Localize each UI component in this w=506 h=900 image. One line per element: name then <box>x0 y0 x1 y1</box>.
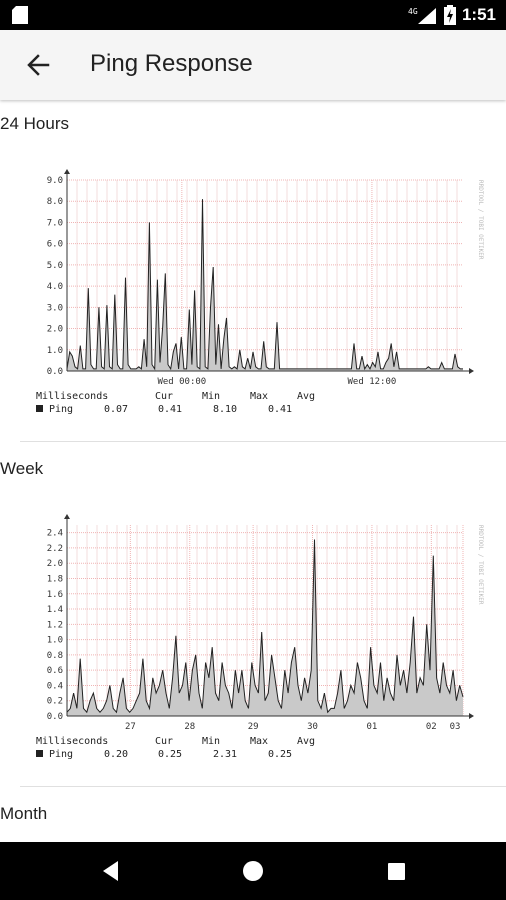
y-tick-label: 0.0 <box>47 712 63 722</box>
series-area <box>67 199 463 371</box>
x-tick-label: 03 <box>450 722 461 732</box>
x-tick-label: Wed 12:00 <box>348 377 397 387</box>
legend-series-name: Ping <box>49 749 73 760</box>
x-tick-label: 30 <box>307 722 318 732</box>
series-area <box>67 539 463 716</box>
watermark-label: RRDTOOL / TOBI OETIKER <box>477 180 484 260</box>
y-tick-label: 1.8 <box>47 574 63 584</box>
legend-value: 0.20 <box>104 749 128 760</box>
back-arrow-icon[interactable] <box>20 47 56 83</box>
legend-header: Avg <box>297 736 315 747</box>
network-type-label: 4G <box>408 7 418 16</box>
y-tick-label: 8.0 <box>47 197 63 207</box>
y-tick-label: 1.0 <box>47 346 63 356</box>
y-tick-label: 1.4 <box>47 605 63 615</box>
legend-header: Cur <box>155 736 173 747</box>
sim-card-icon <box>12 6 28 24</box>
x-axis-arrow <box>469 368 474 374</box>
chart-24-hours: 0.0 1.0 2.0 3.0 4.0 5.0 6.0 7.0 8.0 9.0 Wed 00:00 W… <box>36 169 484 415</box>
section-title-month: Month <box>0 804 48 823</box>
legend-header: Min <box>202 391 220 402</box>
x-tick-label: Wed 00:00 <box>157 377 206 387</box>
x-tick-label: 28 <box>184 722 195 732</box>
y-axis-arrow <box>64 169 70 174</box>
x-tick-label: 27 <box>125 722 136 732</box>
divider <box>20 441 506 442</box>
section-title-24h: 24 Hours <box>0 114 69 133</box>
x-tick-label: 02 <box>426 722 437 732</box>
legend-value: 2.31 <box>213 749 237 760</box>
series-line <box>66 199 463 371</box>
y-tick-label: 0.8 <box>47 651 63 661</box>
status-bar: 4G 1:51 <box>0 0 506 30</box>
legend-header: Milliseconds <box>36 736 108 747</box>
back-nav-icon[interactable] <box>96 856 126 886</box>
page-title: Ping Response <box>90 50 253 77</box>
y-tick-label: 0.4 <box>47 681 63 691</box>
y-tick-label: 2.2 <box>47 544 63 554</box>
y-tick-label: 7.0 <box>47 218 63 228</box>
legend-header: Min <box>202 736 220 747</box>
legend-value: 0.07 <box>104 404 128 415</box>
content-scroll[interactable]: 24 Hours 0.0 1.0 2.0 3.0 4.0 5.0 6.0 7.0 8.0 9.0 W… <box>0 101 506 842</box>
legend-series-name: Ping <box>49 404 73 415</box>
clock: 1:51 <box>461 5 496 24</box>
legend-value: 0.41 <box>158 404 182 415</box>
y-tick-label: 2.4 <box>47 529 63 539</box>
y-tick-label: 1.6 <box>47 590 63 600</box>
y-tick-label: 0.0 <box>47 367 63 377</box>
legend-header: Max <box>250 391 268 402</box>
y-tick-label: 2.0 <box>47 559 63 569</box>
navigation-bar <box>0 842 506 900</box>
home-nav-icon[interactable] <box>238 856 268 886</box>
legend-header: Avg <box>297 391 315 402</box>
battery-icon <box>443 5 456 25</box>
y-tick-label: 2.0 <box>47 325 63 335</box>
recents-nav-icon[interactable] <box>381 856 411 886</box>
legend-value: 0.25 <box>268 749 292 760</box>
y-tick-label: 1.0 <box>47 636 63 646</box>
y-axis-arrow <box>64 514 70 519</box>
y-tick-label: 9.0 <box>47 176 63 186</box>
app-bar: Ping Response <box>0 30 506 100</box>
status-icons: 4G 1:51 <box>408 4 496 26</box>
legend-header: Max <box>250 736 268 747</box>
y-tick-label: 0.6 <box>47 666 63 676</box>
y-tick-label: 1.2 <box>47 620 63 630</box>
y-tick-label: 0.2 <box>47 697 63 707</box>
watermark-label: RRDTOOL / TOBI OETIKER <box>477 525 484 605</box>
x-tick-label: 29 <box>248 722 259 732</box>
legend-value: 8.10 <box>213 404 237 415</box>
legend-header: Cur <box>155 391 173 402</box>
legend-value: 0.41 <box>268 404 292 415</box>
y-tick-label: 6.0 <box>47 240 63 250</box>
legend-header: Milliseconds <box>36 391 108 402</box>
y-tick-label: 5.0 <box>47 261 63 271</box>
x-tick-label: 01 <box>366 722 377 732</box>
y-tick-label: 3.0 <box>47 303 63 313</box>
legend-value: 0.25 <box>158 749 182 760</box>
divider <box>20 786 506 787</box>
chart-week: 0.0 0.2 0.4 0.6 0.8 1.0 1.2 1.4 1.6 1.8 2.0 2.2 2.4 2… <box>36 514 484 760</box>
legend-swatch <box>36 750 43 757</box>
signal-icon: 4G <box>408 7 436 24</box>
series-line <box>66 539 464 714</box>
legend-swatch <box>36 405 43 412</box>
x-axis-arrow <box>469 713 474 719</box>
y-tick-label: 4.0 <box>47 282 63 292</box>
section-title-week: Week <box>0 459 44 478</box>
